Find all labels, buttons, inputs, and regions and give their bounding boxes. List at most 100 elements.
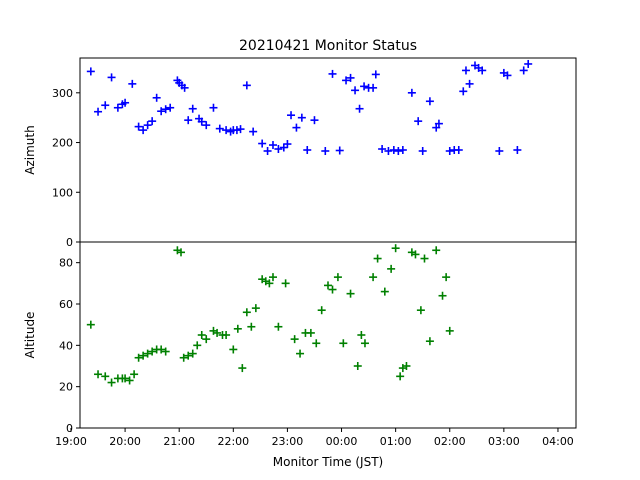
altitude-data-point (360, 339, 369, 348)
altitude-data-point (339, 339, 348, 348)
altitude-data-point (281, 279, 290, 288)
azimuth-data-point (310, 116, 319, 125)
altitude-panel: 0 20 40 60 80 Altitude (23, 241, 577, 435)
azimuth-data-point (389, 146, 398, 154)
altitude-data-point (274, 322, 283, 331)
azimuth-data-point (297, 113, 306, 122)
azimuth-data-point (425, 97, 434, 106)
azimuth-data-point (152, 93, 161, 102)
x-tick-label: 02:00 (434, 435, 466, 448)
altitude-data-point (346, 289, 355, 298)
altitude-data-point (101, 372, 110, 381)
altitude-data-point (125, 376, 134, 385)
azimuth-data-point (369, 83, 378, 92)
altitude-data-point (184, 351, 193, 360)
azimuth-data-point (143, 121, 152, 130)
altitude-data-point (130, 370, 139, 379)
azimuth-data-point (328, 69, 337, 78)
altitude-data-point (324, 281, 332, 290)
altitude-data-point (94, 370, 103, 379)
altitude-data-point (134, 353, 143, 362)
azimuth-data-point (128, 79, 137, 88)
azimuth-data-point (166, 103, 175, 112)
altitude-data-point (290, 335, 299, 344)
x-tick-label: 19:00 (55, 435, 87, 448)
azimuth-series (86, 59, 533, 155)
altitude-data-point (369, 273, 378, 282)
altitude-data-point (411, 250, 420, 259)
chart-title: 20210421 Monitor Status (239, 38, 417, 54)
altitude-data-point (353, 362, 362, 370)
x-tick-label: 04:00 (542, 435, 574, 448)
azimuth-data-point (398, 146, 407, 154)
azimuth-data-point (157, 107, 166, 116)
azimuth-data-point (434, 119, 443, 128)
azimuth-y-tick-label: 100 (52, 186, 73, 199)
azimuth-data-point (215, 124, 224, 133)
altitude-data-point (380, 287, 389, 296)
azimuth-data-point (461, 66, 470, 75)
altitude-data-point (197, 331, 206, 339)
altitude-y-tick-label: 60 (59, 298, 73, 311)
altitude-data-point (438, 291, 447, 300)
azimuth-data-point (139, 126, 148, 135)
altitude-data-point (121, 374, 130, 383)
azimuth-data-point (513, 146, 522, 154)
altitude-data-point (86, 320, 95, 329)
azimuth-data-point (478, 66, 487, 75)
azimuth-data-point (524, 59, 533, 68)
altitude-data-point (139, 351, 148, 360)
azimuth-data-point (384, 146, 393, 155)
altitude-axis-label: Altitude (23, 312, 37, 359)
azimuth-data-point (414, 117, 423, 126)
x-tick-label: 00:00 (326, 435, 358, 448)
altitude-y-tick-label: 40 (59, 339, 73, 352)
altitude-data-point (107, 378, 116, 387)
azimuth-data-point (113, 103, 122, 112)
azimuth-data-point (184, 116, 193, 125)
altitude-data-point (416, 306, 425, 315)
azimuth-panel: 0 100 200 300 Azimuth (23, 57, 577, 249)
azimuth-data-point (274, 145, 283, 154)
azimuth-data-point (303, 146, 312, 154)
azimuth-y-tick-label: 200 (52, 137, 73, 150)
azimuth-data-point (107, 73, 116, 82)
altitude-y-ticks: 0 20 40 60 80 (59, 257, 80, 435)
altitude-data-point (157, 345, 166, 354)
altitude-data-point (202, 335, 211, 344)
x-tick-label: 03:00 (488, 435, 520, 448)
azimuth-data-point (407, 88, 416, 97)
azimuth-data-point (459, 87, 468, 96)
azimuth-data-point (394, 146, 403, 155)
azimuth-y-tick-label: 0 (66, 236, 73, 249)
azimuth-data-point (355, 104, 364, 113)
azimuth-data-point (321, 146, 330, 155)
azimuth-data-point (519, 66, 528, 75)
x-tick-label: 01:00 (380, 435, 412, 448)
altitude-data-point (357, 331, 366, 339)
azimuth-data-point (86, 67, 95, 76)
altitude-data-point (143, 349, 152, 358)
azimuth-data-point (342, 76, 351, 85)
x-tick-label: 20:00 (109, 435, 141, 448)
azimuth-data-point (283, 140, 292, 149)
altitude-data-point (425, 337, 434, 346)
azimuth-data-point (236, 125, 245, 134)
azimuth-data-point (197, 117, 206, 126)
altitude-data-point (391, 244, 400, 253)
altitude-data-point (213, 328, 222, 337)
altitude-data-point (312, 339, 321, 348)
azimuth-data-point (360, 82, 369, 91)
altitude-data-point (387, 264, 396, 273)
azimuth-data-point (503, 71, 512, 80)
azimuth-plot-frame (79, 57, 577, 243)
altitude-data-point (396, 372, 405, 381)
altitude-series (86, 244, 454, 387)
altitude-data-point (296, 349, 305, 358)
altitude-data-point (247, 322, 256, 331)
azimuth-data-point (134, 122, 143, 131)
altitude-data-point (188, 349, 197, 358)
altitude-data-point (402, 362, 411, 370)
azimuth-data-point (454, 146, 463, 154)
azimuth-data-point (495, 146, 504, 155)
